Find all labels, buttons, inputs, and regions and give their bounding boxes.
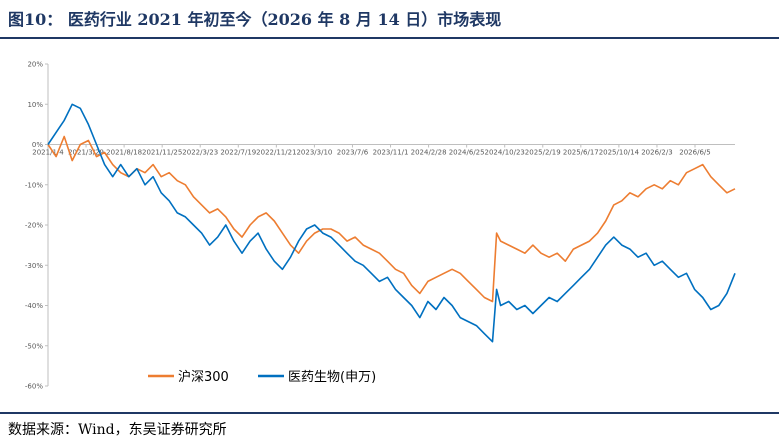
x-tick-label: 2023/3/10 (296, 149, 332, 157)
x-tick-label: 2023/7/6 (337, 149, 369, 157)
x-tick-label: 2024/2/28 (411, 149, 447, 157)
x-tick-label: 2025/10/14 (599, 149, 640, 157)
y-tick-label: 10% (27, 101, 43, 109)
x-tick-label: 2022/3/23 (182, 149, 218, 157)
y-tick-label: 20% (27, 61, 43, 69)
market-performance-chart: 20% 10% 0% -10% -20% -30% -40% -50% -60% 2021/1/4… (25, 61, 736, 391)
y-tick-label: -50% (25, 342, 43, 350)
y-tick-label: -30% (25, 262, 43, 270)
y-tick-label: 0% (32, 141, 43, 149)
x-tick-label: 2023/11/1 (373, 149, 409, 157)
x-tick-label: 2025/2/19 (525, 149, 561, 157)
legend-label: 医药生物(申万) (288, 370, 376, 385)
data-source: 数据来源：Wind，东吴证券研究所 (8, 422, 227, 438)
source-rule (0, 412, 779, 414)
title-rule (0, 37, 779, 39)
x-tick-label: 2024/10/23 (485, 149, 525, 157)
legend-label: 沪深300 (178, 369, 229, 385)
x-tick-label: 2026/2/3 (641, 149, 672, 157)
y-tick-label: -10% (25, 181, 43, 189)
x-tick-label: 2021/3/29 (68, 149, 104, 157)
x-tick-label: 2025/6/17 (563, 149, 599, 157)
y-tick-label: -60% (25, 383, 43, 391)
series-line-pharma (47, 103, 736, 343)
series-line-csi300 (47, 135, 736, 303)
x-tick-label: 2021/11/25 (142, 149, 182, 157)
x-tick-label: 2021/8/18 (106, 149, 142, 157)
figure-title: 图10： 医药行业 2021 年初至今（2026 年 8 月 14 日）市场表现 (8, 10, 502, 29)
y-tick-label: -20% (25, 222, 43, 230)
x-tick-label: 2022/11/21 (256, 149, 296, 157)
x-tick-label: 2024/6/25 (449, 149, 485, 157)
series-layer (47, 103, 736, 343)
chart-axes: 20% 10% 0% -10% -20% -30% -40% -50% -60% 2021/1/4… (25, 61, 735, 391)
x-tick-label: 2021/1/4 (32, 149, 64, 157)
y-tick-label: -40% (25, 302, 43, 310)
chart-legend: 沪深300 医药生物(申万) (148, 369, 376, 385)
x-tick-label: 2026/6/5 (679, 149, 710, 157)
x-tick-label: 2022/7/19 (220, 149, 256, 157)
